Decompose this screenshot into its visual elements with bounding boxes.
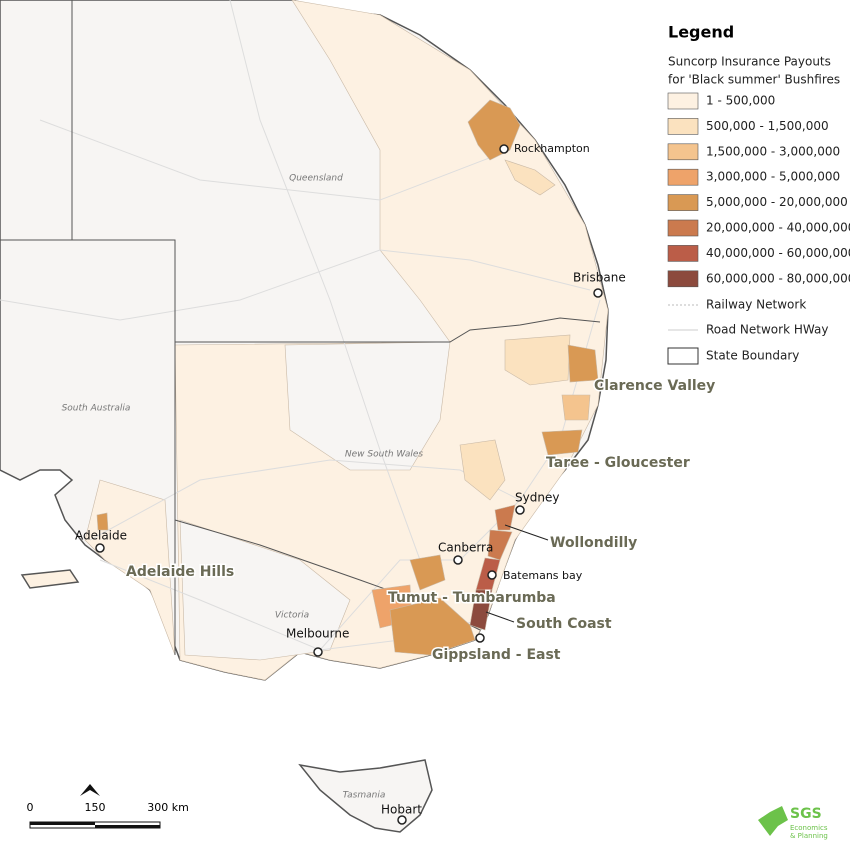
city-label: Adelaide — [75, 529, 127, 543]
region-area — [459, 439, 506, 501]
region-label: Clarence Valley — [594, 378, 715, 394]
legend-label: 3,000,000 - 5,000,000 — [706, 170, 840, 184]
legend-label: 500,000 - 1,500,000 — [706, 119, 829, 133]
region-label: Taree - Gloucester — [546, 455, 690, 471]
city-marker — [453, 555, 463, 565]
city-label: Batemans bay — [503, 569, 583, 582]
scale-label: 300 km — [147, 801, 189, 814]
region-area — [389, 597, 476, 656]
legend-label: State Boundary — [706, 349, 799, 363]
legend-swatch — [667, 245, 699, 262]
legend-swatch — [667, 270, 699, 288]
legend-label: 5,000,000 - 20,000,000 — [706, 195, 848, 209]
leader-line — [504, 524, 549, 541]
legend-label: Road Network HWay — [706, 323, 828, 337]
legend: Legend Suncorp Insurance Payouts for 'Bl… — [667, 23, 850, 365]
legend-label: 1 - 500,000 — [706, 94, 775, 108]
logo-tagline: & Planning — [790, 832, 828, 840]
legend-title: Legend — [668, 23, 734, 42]
city-label: Sydney — [515, 491, 559, 505]
legend-label: Railway Network — [706, 298, 806, 312]
region-area — [467, 99, 521, 161]
state-label: Queensland — [289, 174, 343, 184]
region-area — [561, 394, 591, 421]
legend-label: 20,000,000 - 40,000,000 — [706, 221, 850, 235]
state-label: Victoria — [275, 611, 309, 621]
state-label: Tasmania — [343, 791, 386, 801]
regions — [96, 99, 599, 656]
scale-label: 150 — [85, 801, 106, 814]
city-label: Canberra — [438, 541, 493, 555]
legend-swatch — [667, 92, 699, 110]
city-marker — [313, 647, 323, 657]
legend-swatch — [667, 118, 699, 135]
city-marker — [475, 633, 485, 643]
legend-subtitle: for 'Black summer' Bushfires — [668, 73, 840, 87]
region-label: Adelaide Hills — [126, 564, 234, 580]
legend-label: 40,000,000 - 60,000,000 — [706, 246, 850, 260]
state-boundary — [0, 0, 601, 655]
city-marker — [515, 505, 525, 515]
region-label: Wollondilly — [550, 535, 637, 551]
legend-subtitle: Suncorp Insurance Payouts — [668, 55, 831, 69]
scale-bar — [95, 825, 160, 828]
region-area — [494, 504, 516, 531]
kangaroo-island — [20, 569, 80, 589]
city-marker — [487, 570, 497, 580]
legend-swatch — [667, 168, 699, 186]
region-label: Tumut - Tumbarumba — [388, 590, 556, 606]
region-area — [504, 334, 571, 386]
region-area — [409, 554, 446, 591]
scale-bar — [30, 822, 95, 825]
logo-tagline: Economics — [790, 824, 828, 832]
region-area — [541, 429, 583, 456]
city-label: Brisbane — [573, 271, 626, 285]
state-label: New South Wales — [345, 450, 423, 460]
leader-line — [485, 611, 515, 623]
city-marker — [593, 288, 603, 298]
legend-label: 60,000,000 - 80,000,000 — [706, 271, 850, 285]
region-label: South Coast — [516, 616, 612, 632]
legend-swatch — [667, 194, 699, 211]
city-marker — [499, 144, 509, 154]
legend-swatch — [667, 219, 699, 237]
logo-mark — [758, 806, 788, 836]
scale-label: 0 — [27, 801, 34, 814]
state-symbol — [667, 347, 699, 365]
city-label: Hobart — [381, 803, 422, 817]
city-label: Melbourne — [286, 627, 349, 641]
region-area — [504, 159, 556, 196]
state-label: South Australia — [62, 404, 131, 414]
legend-label: 1,500,000 - 3,000,000 — [706, 144, 840, 158]
legend-swatch — [667, 143, 699, 161]
logo-name: SGS — [790, 806, 822, 822]
region-area — [96, 512, 109, 531]
city-marker — [397, 815, 407, 825]
region-label: Gippsland - East — [432, 647, 561, 663]
north-arrow — [80, 784, 100, 796]
city-marker — [95, 543, 105, 553]
region-area — [567, 344, 599, 383]
tasmania — [298, 759, 433, 833]
city-label: Rockhampton — [514, 142, 590, 155]
lga-area — [179, 519, 351, 661]
region-area — [469, 589, 493, 631]
